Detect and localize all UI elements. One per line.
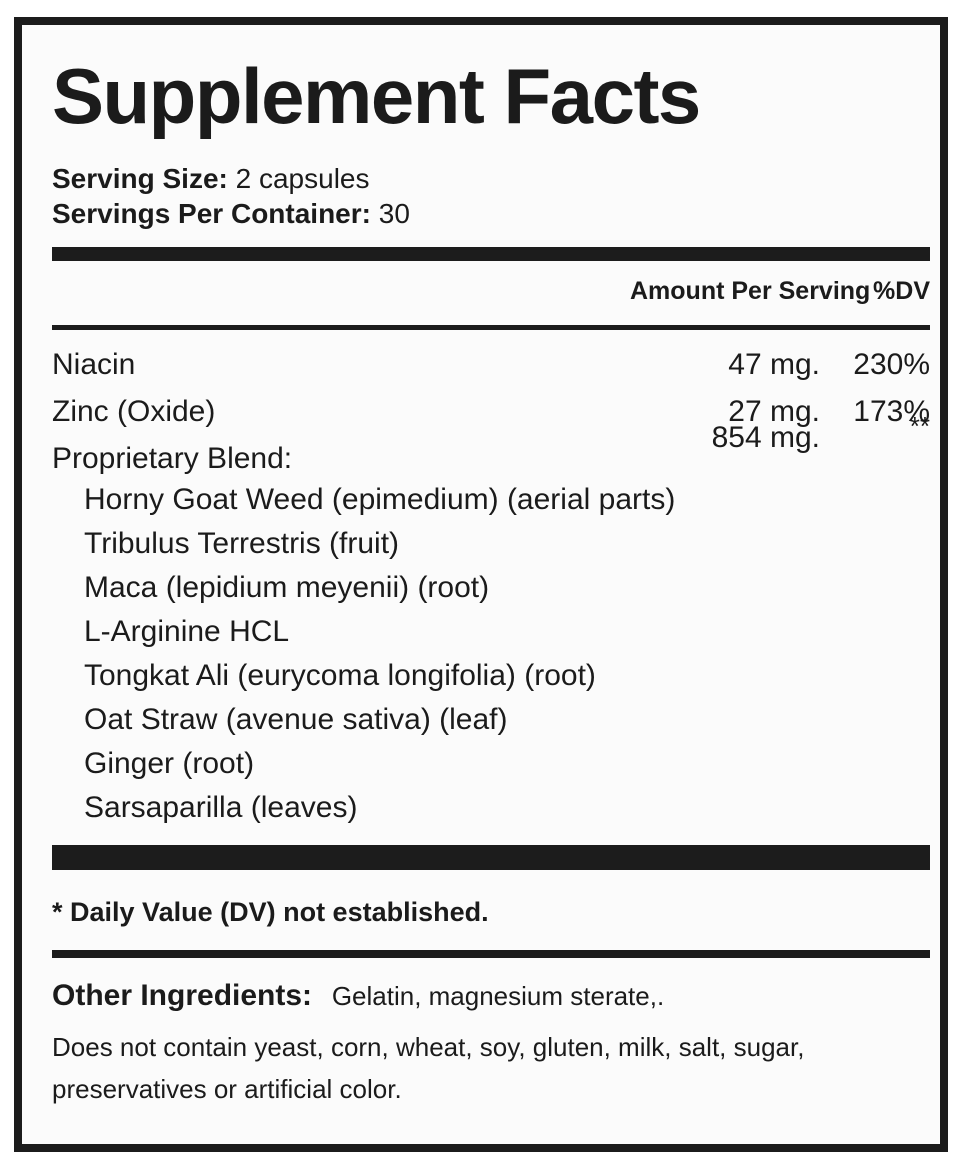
serving-info: Serving Size: 2 capsules Servings Per Co… — [52, 161, 932, 231]
serving-size-line: Serving Size: 2 capsules — [52, 161, 932, 196]
table-row: Niacin 47 mg. 230% — [52, 330, 930, 382]
divider-below-header — [52, 325, 930, 330]
column-header-dv: %DV — [873, 277, 930, 305]
nutrient-dv: 230% — [853, 348, 930, 381]
table-row: Zinc (Oxide) 27 mg. 173% — [52, 382, 930, 429]
table-row: Proprietary Blend: 854 mg. ** — [52, 411, 930, 476]
proprietary-blend-dv: ** — [820, 411, 930, 476]
list-item: Ginger (root) — [84, 747, 255, 780]
column-header-name — [52, 261, 630, 310]
servings-per-container-value: 30 — [378, 198, 410, 229]
nutrient-dv: 173% — [853, 395, 930, 428]
servings-per-container-label: Servings Per Container: — [52, 198, 371, 229]
free-from-statement: Does not contain yeast, corn, wheat, soy… — [52, 1032, 805, 1104]
nutrient-amount: 47 mg. — [728, 348, 820, 381]
page-title: Supplement Facts — [52, 52, 701, 140]
list-item: Tribulus Terrestris (fruit) — [84, 527, 400, 560]
proprietary-blend-amount-text: 854 mg. — [711, 421, 820, 454]
other-ingredients-label: Other Ingredients: — [52, 979, 313, 1012]
panel-inner: Supplement Facts Serving Size: 2 capsule… — [52, 29, 932, 1144]
list-item: L-Arginine HCL — [84, 615, 290, 648]
column-header-amount: Amount Per Serving — [630, 277, 871, 305]
proprietary-blend-dv-text: ** — [909, 411, 930, 441]
list-item: Horny Goat Weed (epimedium) (aerial part… — [84, 483, 676, 516]
nutrition-table: Amount Per Serving %DV — [52, 261, 930, 310]
proprietary-blend-name: Proprietary Blend: — [52, 442, 293, 475]
divider-below-blend — [52, 845, 930, 870]
daily-value-footnote: * Daily Value (DV) not established. — [52, 897, 489, 927]
servings-per-container-line: Servings Per Container: 30 — [52, 196, 932, 231]
nutrient-amount: 27 mg. — [728, 395, 820, 428]
list-item: Oat Straw (avenue sativa) (leaf) — [84, 703, 508, 736]
other-ingredients-value: Gelatin, magnesium sterate,. — [331, 981, 665, 1011]
nutrient-name: Zinc (Oxide) — [52, 395, 216, 428]
table-header-row: Amount Per Serving %DV — [52, 261, 930, 310]
divider-above-table — [52, 247, 930, 261]
other-ingredients-block: Other Ingredients: Gelatin, magnesium st… — [52, 978, 932, 1110]
list-item: Maca (lepidium meyenii) (root) — [84, 571, 490, 604]
nutrient-rows-table: Niacin 47 mg. 230% Zinc (Oxide) 27 mg. 1… — [52, 330, 930, 476]
proprietary-blend-amount: 854 mg. — [630, 421, 820, 476]
blend-ingredient-list: Horny Goat Weed (epimedium) (aerial part… — [52, 478, 932, 830]
other-ingredients-line: Other Ingredients: Gelatin, magnesium st… — [52, 978, 932, 1014]
supplement-facts-panel: Supplement Facts Serving Size: 2 capsule… — [14, 17, 948, 1152]
serving-size-value: 2 capsules — [235, 163, 370, 194]
nutrient-name: Niacin — [52, 348, 136, 381]
list-item: Tongkat Ali (eurycoma longifolia) (root) — [84, 659, 596, 692]
serving-size-label: Serving Size: — [52, 163, 228, 194]
list-item: Sarsaparilla (leaves) — [84, 791, 358, 824]
divider-above-other-ingredients — [52, 950, 930, 958]
